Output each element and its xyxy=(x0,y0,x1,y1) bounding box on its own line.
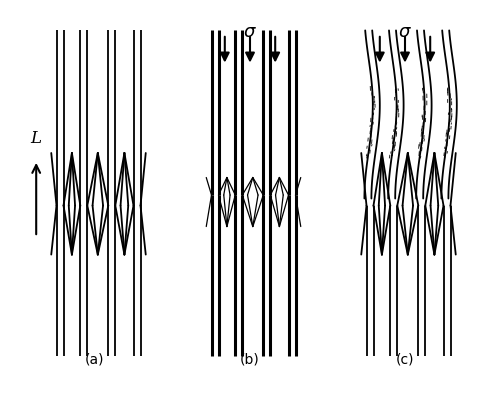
Text: (a): (a) xyxy=(85,353,105,367)
Text: (c): (c) xyxy=(396,353,414,367)
Text: L: L xyxy=(30,131,42,148)
Text: (b): (b) xyxy=(240,353,260,367)
Text: $\sigma$: $\sigma$ xyxy=(243,23,257,41)
Text: $\sigma$: $\sigma$ xyxy=(398,23,412,41)
